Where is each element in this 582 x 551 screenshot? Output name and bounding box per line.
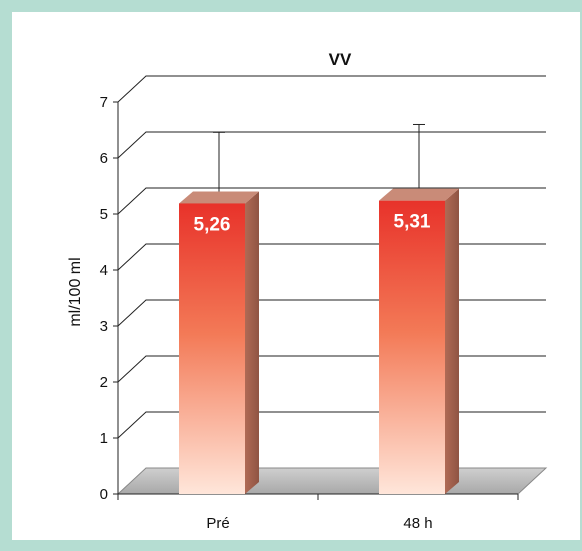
y-tick-label: 6 (100, 150, 108, 167)
bar-top (179, 191, 259, 204)
x-tick-label: 48 h (403, 515, 432, 532)
y-axis-label: ml/100 ml (67, 257, 84, 326)
data-label: 5,26 (194, 214, 231, 235)
bar (379, 200, 445, 494)
chart-title: VV (329, 50, 352, 69)
data-label: 5,31 (394, 212, 431, 233)
y-tick-label: 3 (100, 318, 108, 335)
gridline (117, 75, 546, 103)
y-tick-label: 7 (100, 94, 108, 111)
gridline (117, 131, 546, 159)
bar-top (379, 188, 459, 201)
y-tick-label: 1 (100, 430, 108, 447)
bar (179, 203, 245, 494)
chart-panel: VV ml/100 ml 0 1 2 3 4 5 6 7 Pré 48 h 5,26 5,31 (12, 12, 580, 540)
chart: VV ml/100 ml 0 1 2 3 4 5 6 7 Pré 48 h 5,26 5,31 (67, 50, 548, 532)
y-tick-label: 4 (100, 262, 108, 279)
y-tick-label: 2 (100, 374, 108, 391)
x-tick-label: Pré (206, 515, 229, 532)
bar-side (445, 188, 459, 494)
gridline (117, 187, 546, 215)
y-tick-label: 0 (100, 486, 108, 503)
bar-side (245, 191, 259, 494)
y-tick-label: 5 (100, 206, 108, 223)
